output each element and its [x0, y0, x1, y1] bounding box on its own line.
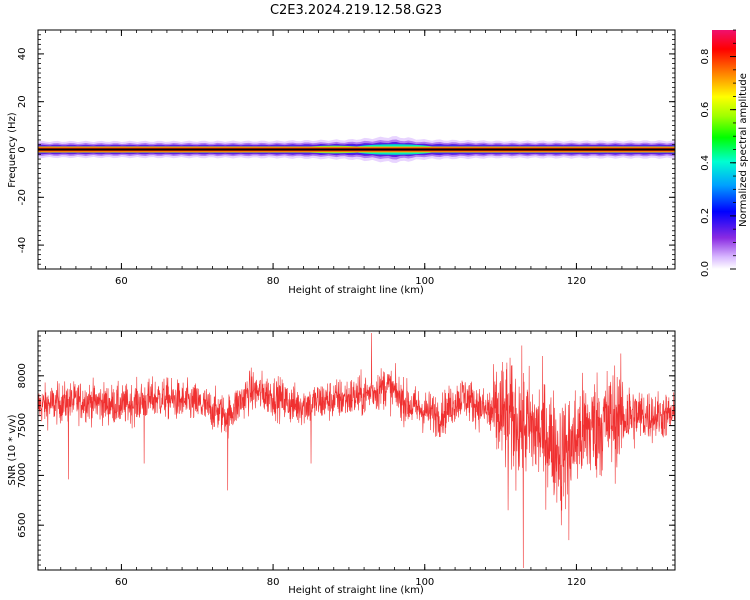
- snr-y-tick-label: 7000: [17, 463, 28, 488]
- colorbar-ticks: 0.0 0.2 0.4 0.6 0.8: [700, 29, 736, 277]
- spectrogram-y-tick-label: 20: [17, 95, 28, 108]
- snr-series-line: [38, 332, 675, 569]
- colorbar-label: Normalized spectral amplitude: [738, 73, 749, 227]
- colorbar-tick-label: 0.6: [700, 102, 711, 118]
- spectrogram-x-label: Height of straight line (km): [288, 285, 424, 296]
- snr-x-tick-label: 60: [115, 577, 128, 588]
- spectrogram-y-ticks: -40 -20 0 20 40: [17, 29, 675, 270]
- spectrogram-y-tick-label: -40: [17, 237, 28, 253]
- colorbar-tick-label: 0.0: [700, 261, 711, 277]
- colorbar-tick-label: 0.2: [700, 208, 711, 224]
- snr-x-label: Height of straight line (km): [288, 585, 424, 596]
- spectrogram-band: [38, 136, 675, 163]
- snr-x-tick-label: 80: [267, 577, 280, 588]
- colorbar: 0.0 0.2 0.4 0.6 0.8 Normalized spectral ampl…: [700, 29, 749, 277]
- spectrogram-y-label: Frequency (Hz): [7, 112, 18, 188]
- spectrogram-x-tick-label: 60: [115, 276, 128, 287]
- snr-panel: 60 80 100 120 6500 7000 7500 8000 Height of st…: [7, 330, 676, 596]
- spectrogram-y-tick-label: -20: [17, 189, 28, 205]
- spectrogram-panel: 60 80 100 120 -40 -20 0 20 40 Height of straigh…: [7, 29, 676, 296]
- snr-y-tick-label: 8000: [17, 363, 28, 388]
- spectrogram-x-tick-label: 120: [567, 276, 586, 287]
- colorbar-tick-label: 0.8: [700, 49, 711, 65]
- snr-y-tick-label: 6500: [17, 512, 28, 537]
- spectrogram-x-tick-label: 100: [415, 276, 434, 287]
- spectrogram-y-tick-label: 0: [17, 146, 28, 152]
- spectrogram-x-tick-label: 80: [267, 276, 280, 287]
- snr-x-ticks: 60 80 100 120: [45, 331, 668, 588]
- spectrogram-y-tick-label: 40: [17, 48, 28, 61]
- snr-x-tick-label: 100: [415, 577, 434, 588]
- snr-y-label: SNR (10 * v/v): [7, 414, 18, 485]
- spectrogram-x-ticks: 60 80 100 120: [45, 30, 668, 287]
- snr-x-tick-label: 120: [567, 577, 586, 588]
- colorbar-gradient: [712, 30, 736, 269]
- colorbar-tick-label: 0.4: [700, 155, 711, 171]
- figure-title: C2E3.2024.219.12.58.G23: [270, 3, 442, 18]
- snr-y-tick-label: 7500: [17, 413, 28, 438]
- band-core-center: [38, 148, 675, 151]
- snr-y-ticks: 6500 7000 7500 8000: [17, 330, 675, 571]
